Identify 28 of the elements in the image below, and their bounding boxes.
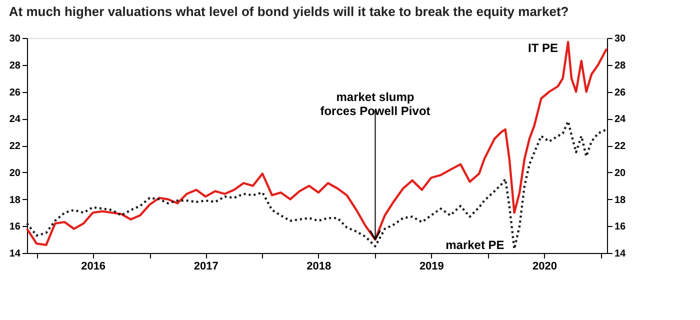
y-tick-label: 24	[9, 114, 21, 126]
chart-title: At much higher valuations what level of bond yields will it take to break the equity market?	[8, 4, 569, 19]
y-tick-label: 20	[9, 168, 21, 179]
y-tick-label: 30	[9, 34, 21, 44]
y2-tick-label: 26	[614, 87, 626, 98]
x-tick-label: 2018	[306, 260, 332, 272]
x-tick-label: 2020	[532, 260, 558, 272]
series-label: market PE	[446, 238, 504, 252]
y2-tick-label: 18	[614, 194, 626, 206]
x-tick-label: 2019	[419, 260, 444, 272]
y-tick-label: 28	[9, 60, 21, 72]
y2-tick-label: 16	[614, 222, 626, 233]
y-tick-label: 22	[9, 141, 21, 152]
line-series	[26, 120, 608, 250]
y-tick-label: 16	[9, 222, 21, 233]
y2-tick-label: 20	[614, 168, 626, 179]
y-tick-label: 14	[9, 248, 21, 260]
y2-tick-label: 24	[614, 114, 626, 126]
x-tick-label: 2017	[194, 260, 218, 272]
y2-tick-label: 14	[614, 248, 626, 260]
y-tick-label: 18	[9, 194, 21, 206]
series-label: IT PE	[528, 41, 558, 56]
y2-tick-label: 30	[614, 34, 626, 44]
x-tick-label: 2016	[81, 260, 106, 272]
y2-tick-label: 28	[614, 60, 626, 72]
y2-tick-label: 22	[614, 141, 626, 152]
y-tick-label: 26	[9, 87, 21, 98]
annotation: market slump forces Powell Pivot	[320, 90, 430, 118]
